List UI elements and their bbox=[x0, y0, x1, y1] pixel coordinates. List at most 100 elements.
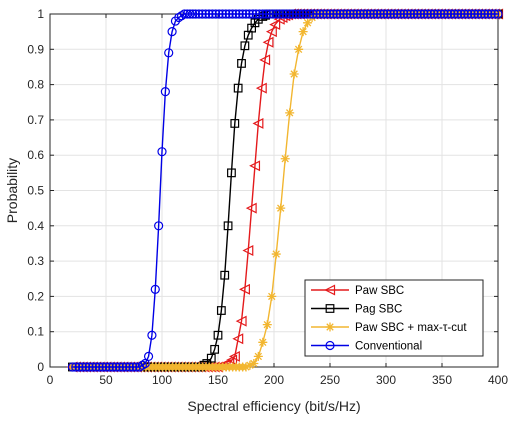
data-point bbox=[289, 69, 299, 79]
x-tick-label: 100 bbox=[152, 373, 172, 387]
data-point bbox=[227, 168, 236, 178]
data-point bbox=[294, 44, 304, 54]
data-point bbox=[456, 9, 466, 19]
data-point bbox=[426, 9, 436, 19]
data-point bbox=[111, 362, 121, 372]
x-tick-label: 50 bbox=[99, 373, 113, 387]
data-point bbox=[271, 249, 281, 259]
data-point bbox=[188, 9, 198, 19]
data-point bbox=[261, 9, 271, 19]
data-point bbox=[217, 9, 228, 19]
x-tick-label: 350 bbox=[432, 373, 452, 387]
data-point bbox=[245, 360, 255, 370]
data-point bbox=[220, 270, 230, 280]
data-point bbox=[254, 9, 265, 19]
data-point bbox=[245, 202, 257, 214]
y-axis-label: Probability bbox=[4, 158, 20, 223]
legend-label: Paw SBC bbox=[355, 285, 404, 297]
x-tick-label: 0 bbox=[47, 373, 54, 387]
data-point bbox=[325, 9, 335, 19]
data-point bbox=[240, 41, 250, 51]
x-tick-label: 400 bbox=[488, 373, 508, 387]
data-point bbox=[422, 9, 433, 19]
y-tick-label: 0.6 bbox=[27, 148, 44, 162]
data-point bbox=[249, 160, 261, 172]
data-point bbox=[473, 9, 483, 19]
data-point bbox=[124, 362, 135, 372]
data-point bbox=[227, 9, 238, 19]
data-point bbox=[252, 117, 264, 129]
data-point bbox=[91, 362, 101, 372]
legend-label: Conventional bbox=[355, 341, 422, 353]
data-point bbox=[164, 48, 174, 58]
data-point bbox=[259, 54, 271, 66]
data-point bbox=[238, 9, 248, 19]
data-point bbox=[362, 9, 372, 19]
data-point bbox=[185, 9, 195, 19]
data-point bbox=[241, 9, 251, 19]
data-point bbox=[94, 362, 104, 372]
data-point bbox=[268, 9, 278, 19]
data-point bbox=[271, 9, 281, 19]
data-point bbox=[285, 108, 295, 118]
data-point bbox=[369, 9, 379, 19]
y-tick-label: 0.7 bbox=[27, 113, 44, 127]
data-point bbox=[114, 362, 125, 372]
data-point bbox=[269, 19, 281, 31]
data-point bbox=[476, 9, 486, 19]
data-point bbox=[104, 362, 114, 372]
data-point bbox=[432, 9, 443, 19]
tick-labels: 0 50 100 150 200 250 300 350 400 0 0.1 0.2 0.3 0.4 0.5… bbox=[27, 7, 508, 387]
data-point bbox=[275, 9, 285, 19]
data-point bbox=[305, 9, 315, 19]
data-point bbox=[311, 9, 322, 19]
data-point bbox=[365, 9, 375, 19]
legend-marker bbox=[325, 304, 335, 313]
y-tick-label: 0.1 bbox=[27, 325, 44, 339]
data-point bbox=[160, 87, 170, 97]
data-point bbox=[87, 362, 98, 372]
data-point bbox=[118, 362, 128, 372]
data-point bbox=[375, 9, 385, 19]
data-point bbox=[211, 9, 221, 19]
data-point bbox=[248, 9, 258, 19]
data-point bbox=[241, 362, 251, 372]
legend-marker bbox=[325, 340, 335, 351]
data-point bbox=[493, 9, 503, 19]
data-point bbox=[201, 9, 211, 19]
x-tick-label: 300 bbox=[376, 373, 396, 387]
data-point bbox=[335, 9, 345, 19]
data-point bbox=[239, 283, 250, 295]
data-point bbox=[77, 362, 88, 372]
data-point bbox=[412, 9, 422, 19]
data-point bbox=[303, 18, 313, 28]
data-point bbox=[469, 9, 480, 19]
y-tick-label: 0 bbox=[37, 360, 44, 374]
data-point bbox=[466, 9, 476, 19]
data-point bbox=[402, 9, 412, 19]
data-point bbox=[295, 9, 305, 19]
data-point bbox=[443, 9, 453, 19]
data-point bbox=[251, 9, 261, 19]
x-axis-label: Spectral efficiency (bit/s/Hz) bbox=[187, 398, 360, 414]
y-tick-label: 0.5 bbox=[27, 184, 44, 198]
data-point bbox=[416, 9, 426, 19]
data-point bbox=[389, 9, 399, 19]
data-point bbox=[74, 362, 84, 372]
data-point bbox=[150, 284, 160, 294]
data-point bbox=[348, 9, 359, 19]
data-point bbox=[486, 9, 496, 19]
data-point bbox=[463, 9, 473, 19]
legend-label: Pag SBC bbox=[355, 304, 402, 316]
data-point bbox=[84, 362, 94, 372]
data-point bbox=[71, 362, 81, 372]
data-point bbox=[213, 330, 223, 340]
data-point bbox=[483, 9, 493, 19]
legend-item: Paw SBC + max-τ-cut bbox=[311, 322, 467, 334]
legend-marker bbox=[324, 284, 336, 296]
series-conventional bbox=[67, 9, 503, 372]
data-point bbox=[108, 362, 118, 372]
y-tick-label: 0.4 bbox=[27, 219, 44, 233]
